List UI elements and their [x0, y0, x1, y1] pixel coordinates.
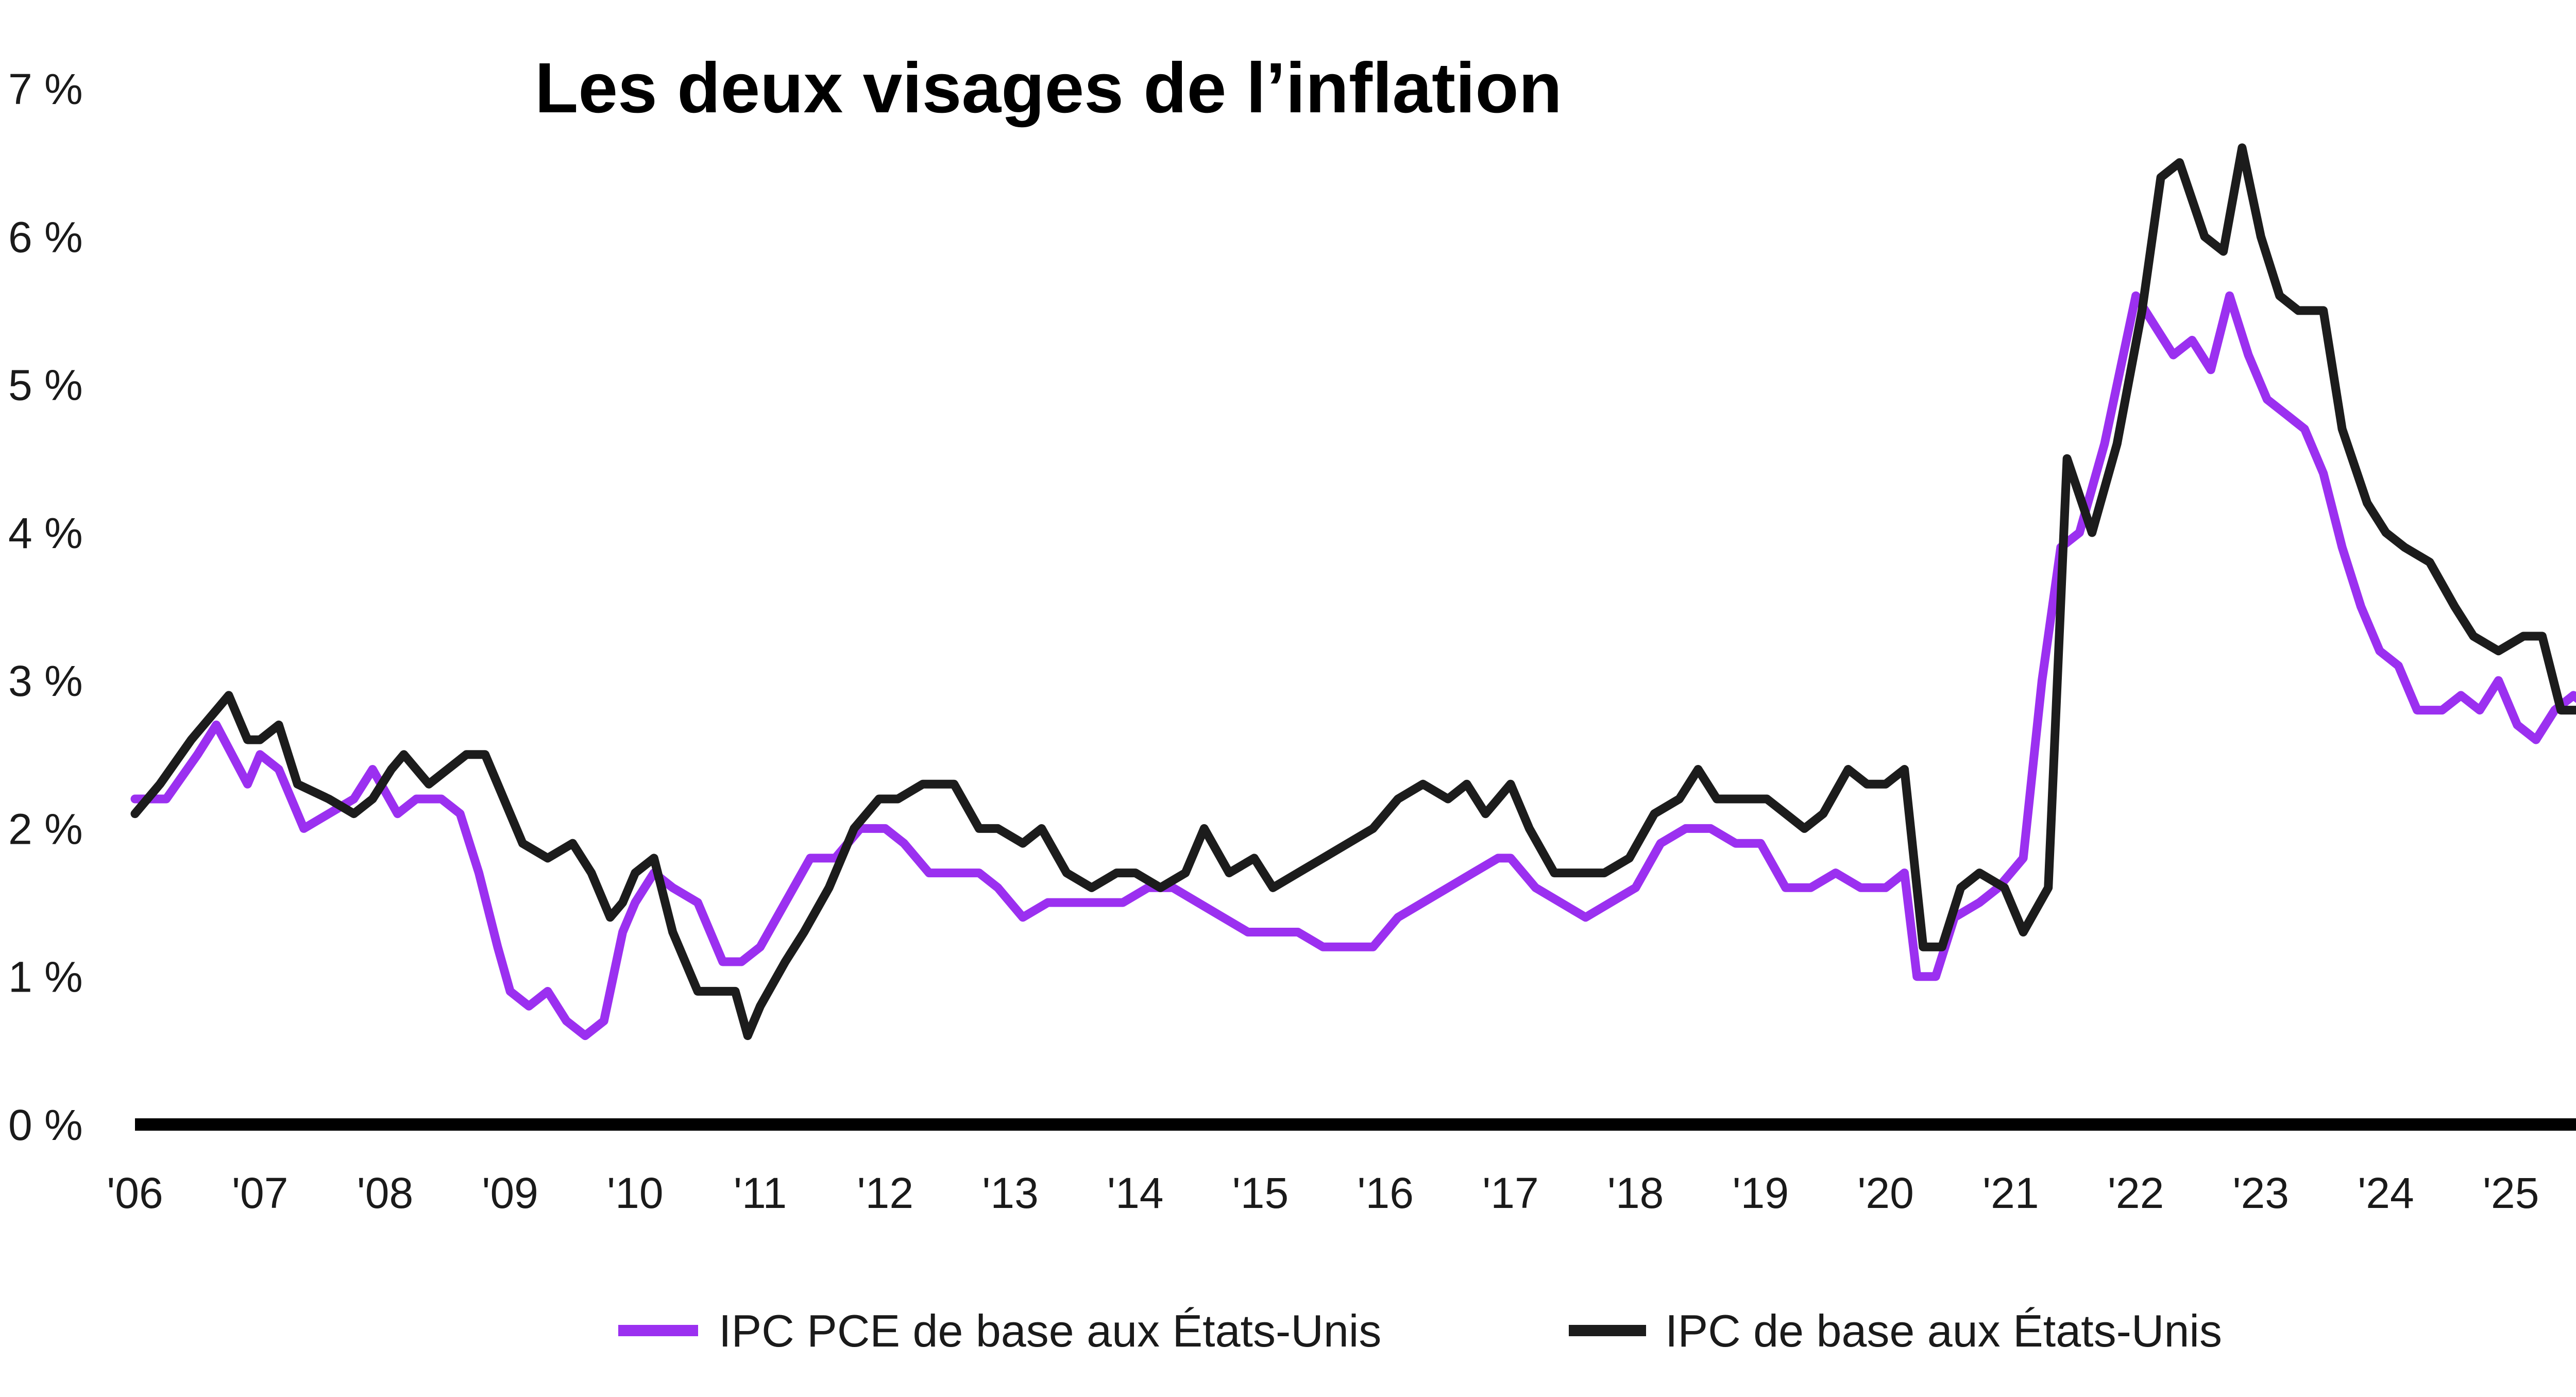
legend-label: IPC PCE de base aux États-Unis [719, 1305, 1381, 1356]
y-tick-label: 2 % [8, 805, 83, 853]
x-tick-label: '18 [1607, 1169, 1664, 1217]
x-tick-label: '23 [2233, 1169, 2289, 1217]
x-tick-label: '15 [1232, 1169, 1289, 1217]
x-tick-label: '07 [232, 1169, 288, 1217]
x-tick-label: '13 [982, 1169, 1038, 1217]
x-axis-tick-labels: '06 '07 '08 '09 '10 '11 '12 '13 '14 '15 '16 '17 '18 '… [107, 1169, 2539, 1217]
y-tick-label: 6 % [8, 213, 83, 261]
y-tick-label: 0 % [8, 1101, 83, 1149]
x-tick-label: '19 [1733, 1169, 1789, 1217]
x-tick-label: '10 [607, 1169, 663, 1217]
y-tick-label: 4 % [8, 509, 83, 557]
series-line-pce [130, 291, 2576, 1041]
series-lines [130, 143, 2576, 1041]
x-tick-label: '14 [1107, 1169, 1163, 1217]
x-tick-label: '20 [1857, 1169, 1913, 1217]
x-tick-label: '17 [1482, 1169, 1538, 1217]
x-tick-label: '24 [2358, 1169, 2414, 1217]
legend-label: IPC de base aux États-Unis [1665, 1305, 2222, 1356]
x-tick-label: '06 [107, 1169, 163, 1217]
x-tick-label: '21 [1982, 1169, 2039, 1217]
series-line-cpi [130, 143, 2576, 1041]
x-tick-label: '08 [357, 1169, 413, 1217]
y-tick-label: 3 % [8, 657, 83, 705]
y-axis-tick-labels: 0 % 1 % 2 % 3 % 4 % 5 % 6 % 7 % [8, 65, 83, 1149]
chart-title: Les deux visages de l’inflation [535, 48, 1562, 128]
y-tick-label: 7 % [8, 65, 83, 113]
y-tick-label: 1 % [8, 953, 83, 1001]
x-tick-label: '16 [1357, 1169, 1413, 1217]
y-tick-label: 5 % [8, 361, 83, 410]
x-tick-label: '09 [482, 1169, 538, 1217]
x-tick-label: '11 [734, 1169, 787, 1217]
legend: IPC PCE de base aux États-Unis IPC de bas… [618, 1305, 2222, 1356]
x-tick-label: '25 [2483, 1169, 2539, 1217]
x-tick-label: '12 [857, 1169, 913, 1217]
x-tick-label: '22 [2108, 1169, 2164, 1217]
